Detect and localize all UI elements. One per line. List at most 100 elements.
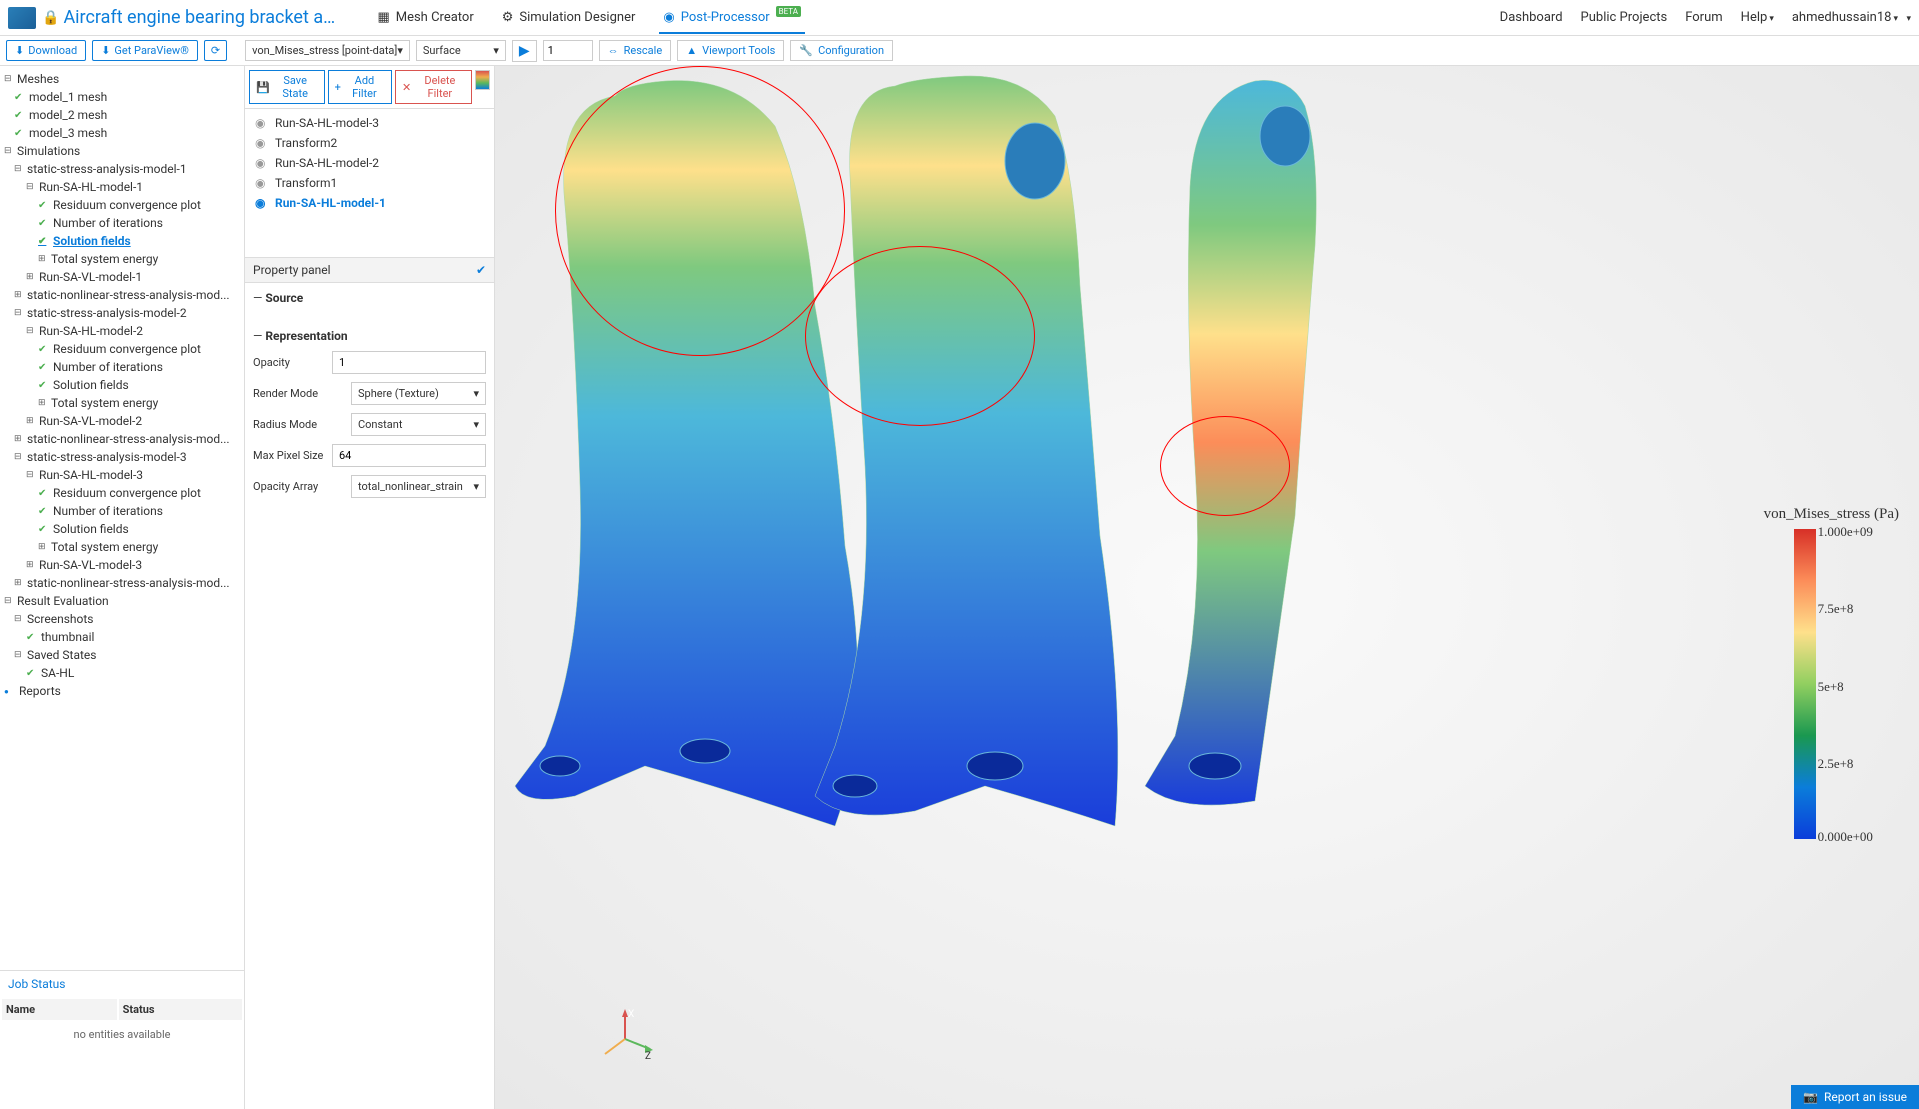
report-issue-button[interactable]: 📷Report an issue: [1791, 1085, 1919, 1109]
beta-badge: BETA: [776, 6, 801, 17]
pipeline-item[interactable]: ◉Run-SA-HL-model-3: [245, 113, 494, 133]
select-value: von_Mises_stress [point-data]: [252, 44, 397, 57]
app-logo[interactable]: [8, 7, 36, 29]
configuration-button[interactable]: 🔧Configuration: [790, 40, 893, 61]
cube-icon: ◉: [663, 10, 674, 25]
tree-solution-3[interactable]: ✔Solution fields: [0, 520, 244, 538]
eye-icon[interactable]: ◉: [255, 176, 269, 190]
tree-run-vl1[interactable]: ⊞Run-SA-VL-model-1: [0, 268, 244, 286]
tree-label: Result Evaluation: [17, 594, 109, 608]
tree-energy-3[interactable]: ⊞Total system energy: [0, 538, 244, 556]
source-section[interactable]: Source: [245, 283, 494, 309]
axis-gizmo[interactable]: X Z: [595, 1009, 655, 1069]
job-status-panel: Job Status NameStatus no entities availa…: [0, 970, 244, 1109]
tree-iterations-2[interactable]: ✔Number of iterations: [0, 358, 244, 376]
tree-label: static-stress-analysis-model-3: [27, 450, 187, 464]
tree-thumbnail[interactable]: ✔thumbnail: [0, 628, 244, 646]
radius-mode-select[interactable]: Constant▾: [351, 413, 486, 436]
representation-section[interactable]: Representation: [245, 321, 494, 347]
eye-icon[interactable]: ◉: [255, 116, 269, 130]
viewport-3d[interactable]: von_Mises_stress (Pa) 1.000e+09 7.5e+8 5…: [495, 66, 1919, 1109]
button-label: Save State: [273, 74, 318, 100]
check-icon[interactable]: ✔: [476, 263, 486, 277]
tree-residuum-3[interactable]: ✔Residuum convergence plot: [0, 484, 244, 502]
property-panel-header[interactable]: Property panel✔: [245, 257, 494, 283]
tree-ssa2[interactable]: ⊟static-stress-analysis-model-2: [0, 304, 244, 322]
tree-meshes[interactable]: ⊟Meshes: [0, 70, 244, 88]
tree-reports[interactable]: ●Reports: [0, 682, 244, 700]
tree-run-hl3[interactable]: ⊟Run-SA-HL-model-3: [0, 466, 244, 484]
tree-run-hl2[interactable]: ⊟Run-SA-HL-model-2: [0, 322, 244, 340]
tree-residuum[interactable]: ✔Residuum convergence plot: [0, 196, 244, 214]
tab-mesh-creator[interactable]: ▦Mesh Creator: [373, 2, 477, 33]
tree-simulations[interactable]: ⊟Simulations: [0, 142, 244, 160]
tree-run-vl2[interactable]: ⊞Run-SA-VL-model-2: [0, 412, 244, 430]
tree-energy-2[interactable]: ⊞Total system energy: [0, 394, 244, 412]
tree-label: Run-SA-HL-model-3: [39, 468, 143, 482]
tree-label: Residuum convergence plot: [53, 198, 201, 212]
add-filter-button[interactable]: +Add Filter: [328, 70, 392, 104]
nav-help[interactable]: Help▾: [1741, 10, 1774, 25]
tree-saved-states[interactable]: ⊟Saved States: [0, 646, 244, 664]
select-value: total_nonlinear_strain: [358, 480, 463, 493]
step-input[interactable]: [543, 40, 593, 61]
render-mode-label: Render Mode: [253, 387, 343, 400]
pipeline-item[interactable]: ◉Transform2: [245, 133, 494, 153]
project-title[interactable]: Aircraft engine bearing bracket an...: [63, 7, 343, 28]
legend-tick: 0.000e+00: [1818, 829, 1873, 845]
tree-run-vl3[interactable]: ⊞Run-SA-VL-model-3: [0, 556, 244, 574]
tree-ssa1[interactable]: ⊟static-stress-analysis-model-1: [0, 160, 244, 178]
tree-ssa3[interactable]: ⊟static-stress-analysis-model-3: [0, 448, 244, 466]
repr-select[interactable]: Surface▾: [416, 40, 506, 61]
tree-sa-hl[interactable]: ✔SA-HL: [0, 664, 244, 682]
tree-snl3[interactable]: ⊞static-nonlinear-stress-analysis-mod...: [0, 574, 244, 592]
nav-forum[interactable]: Forum: [1685, 10, 1722, 25]
tree-run-hl1[interactable]: ⊟Run-SA-HL-model-1: [0, 178, 244, 196]
pipeline-item[interactable]: ◉Transform1: [245, 173, 494, 193]
max-pixel-row: Max Pixel Size: [245, 440, 494, 471]
opacity-array-label: Opacity Array: [253, 480, 343, 493]
tree-mesh-2[interactable]: ✔model_2 mesh: [0, 106, 244, 124]
tree-residuum-2[interactable]: ✔Residuum convergence plot: [0, 340, 244, 358]
eye-icon[interactable]: ◉: [255, 136, 269, 150]
tree-label: static-stress-analysis-model-1: [27, 162, 187, 176]
tree-mesh-3[interactable]: ✔model_3 mesh: [0, 124, 244, 142]
tree-mesh-1[interactable]: ✔model_1 mesh: [0, 88, 244, 106]
user-menu[interactable]: ahmedhussain18▾ ▾: [1792, 10, 1911, 25]
legend-tick: 7.5e+8: [1818, 601, 1854, 617]
pipeline-item-selected[interactable]: ◉Run-SA-HL-model-1: [245, 193, 494, 213]
tab-post-processor[interactable]: ◉Post-ProcessorBETA: [659, 2, 805, 33]
tree-solution-fields[interactable]: ✔Solution fields: [0, 232, 244, 250]
viewport-tools-button[interactable]: ▲Viewport Tools: [677, 40, 784, 61]
field-select[interactable]: von_Mises_stress [point-data]▾: [245, 40, 410, 61]
eye-icon[interactable]: ◉: [255, 156, 269, 170]
download-button[interactable]: ⬇Download: [6, 40, 86, 61]
refresh-button[interactable]: ⟳: [204, 40, 227, 61]
opacity-array-select[interactable]: total_nonlinear_strain▾: [351, 475, 486, 498]
play-button[interactable]: ▶: [512, 40, 537, 62]
tree-energy[interactable]: ⊞Total system energy: [0, 250, 244, 268]
save-state-button[interactable]: 💾Save State: [249, 70, 325, 104]
tree-snl1[interactable]: ⊞static-nonlinear-stress-analysis-mod...: [0, 286, 244, 304]
render-mode-select[interactable]: Sphere (Texture)▾: [351, 382, 486, 405]
rescale-button[interactable]: ⇔Rescale: [599, 40, 672, 61]
job-status-title: Job Status: [0, 971, 244, 997]
tree-label: Total system energy: [51, 252, 158, 266]
pipeline-item[interactable]: ◉Run-SA-HL-model-2: [245, 153, 494, 173]
paraview-button[interactable]: ⬇Get ParaView®: [92, 40, 198, 61]
tree-iterations[interactable]: ✔Number of iterations: [0, 214, 244, 232]
max-pixel-input[interactable]: [332, 444, 486, 467]
tree-result-eval[interactable]: ⊟Result Evaluation: [0, 592, 244, 610]
nav-public-projects[interactable]: Public Projects: [1581, 10, 1668, 25]
colormap-button[interactable]: [475, 70, 490, 90]
eye-icon[interactable]: ◉: [255, 196, 269, 210]
tree-solution-2[interactable]: ✔Solution fields: [0, 376, 244, 394]
opacity-input[interactable]: [332, 351, 486, 374]
legend-bar: 1.000e+09 7.5e+8 5e+8 2.5e+8 0.000e+00: [1794, 529, 1816, 839]
delete-filter-button[interactable]: ✕Delete Filter: [395, 70, 472, 104]
tree-snl2[interactable]: ⊞static-nonlinear-stress-analysis-mod...: [0, 430, 244, 448]
tree-screenshots[interactable]: ⊟Screenshots: [0, 610, 244, 628]
tab-simulation-designer[interactable]: ⚙Simulation Designer: [498, 2, 640, 33]
tree-iterations-3[interactable]: ✔Number of iterations: [0, 502, 244, 520]
nav-dashboard[interactable]: Dashboard: [1500, 10, 1563, 25]
